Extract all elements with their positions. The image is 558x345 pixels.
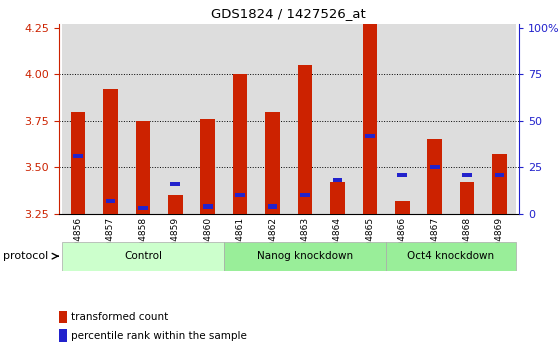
Bar: [300, 193, 310, 197]
Bar: [451, 24, 483, 214]
Bar: [105, 199, 116, 203]
Bar: [127, 24, 159, 214]
Bar: [200, 119, 215, 214]
Bar: [203, 204, 213, 208]
Bar: [462, 173, 472, 177]
Bar: [397, 173, 407, 177]
Text: transformed count: transformed count: [71, 312, 169, 322]
Bar: [483, 24, 516, 214]
Bar: [427, 139, 442, 214]
Bar: [321, 24, 354, 214]
Bar: [136, 121, 150, 214]
Bar: [333, 178, 342, 183]
Bar: [224, 241, 386, 271]
Bar: [138, 206, 148, 210]
Bar: [191, 24, 224, 214]
Text: protocol: protocol: [3, 251, 48, 261]
Bar: [330, 182, 345, 214]
Text: Nanog knockdown: Nanog knockdown: [257, 251, 353, 261]
Bar: [430, 165, 440, 169]
Bar: [354, 24, 386, 214]
Bar: [159, 24, 191, 214]
Bar: [233, 75, 247, 214]
Bar: [256, 24, 289, 214]
Bar: [94, 24, 127, 214]
Bar: [168, 195, 182, 214]
Bar: [71, 111, 85, 214]
Title: GDS1824 / 1427526_at: GDS1824 / 1427526_at: [211, 7, 366, 20]
Bar: [395, 201, 410, 214]
Bar: [235, 193, 245, 197]
Bar: [297, 65, 312, 214]
Text: Control: Control: [124, 251, 162, 261]
Bar: [62, 24, 94, 214]
Text: percentile rank within the sample: percentile rank within the sample: [71, 331, 247, 341]
Bar: [386, 241, 516, 271]
Bar: [492, 154, 507, 214]
Bar: [363, 24, 377, 214]
Text: Oct4 knockdown: Oct4 knockdown: [407, 251, 494, 261]
Bar: [73, 154, 83, 158]
Bar: [59, 329, 66, 342]
Bar: [103, 89, 118, 214]
Bar: [265, 111, 280, 214]
Bar: [170, 182, 180, 186]
Bar: [268, 204, 277, 208]
Bar: [365, 134, 374, 138]
Bar: [289, 24, 321, 214]
Bar: [59, 310, 66, 323]
Bar: [460, 182, 474, 214]
Bar: [418, 24, 451, 214]
Bar: [62, 241, 224, 271]
Bar: [224, 24, 256, 214]
Bar: [386, 24, 418, 214]
Bar: [494, 173, 504, 177]
